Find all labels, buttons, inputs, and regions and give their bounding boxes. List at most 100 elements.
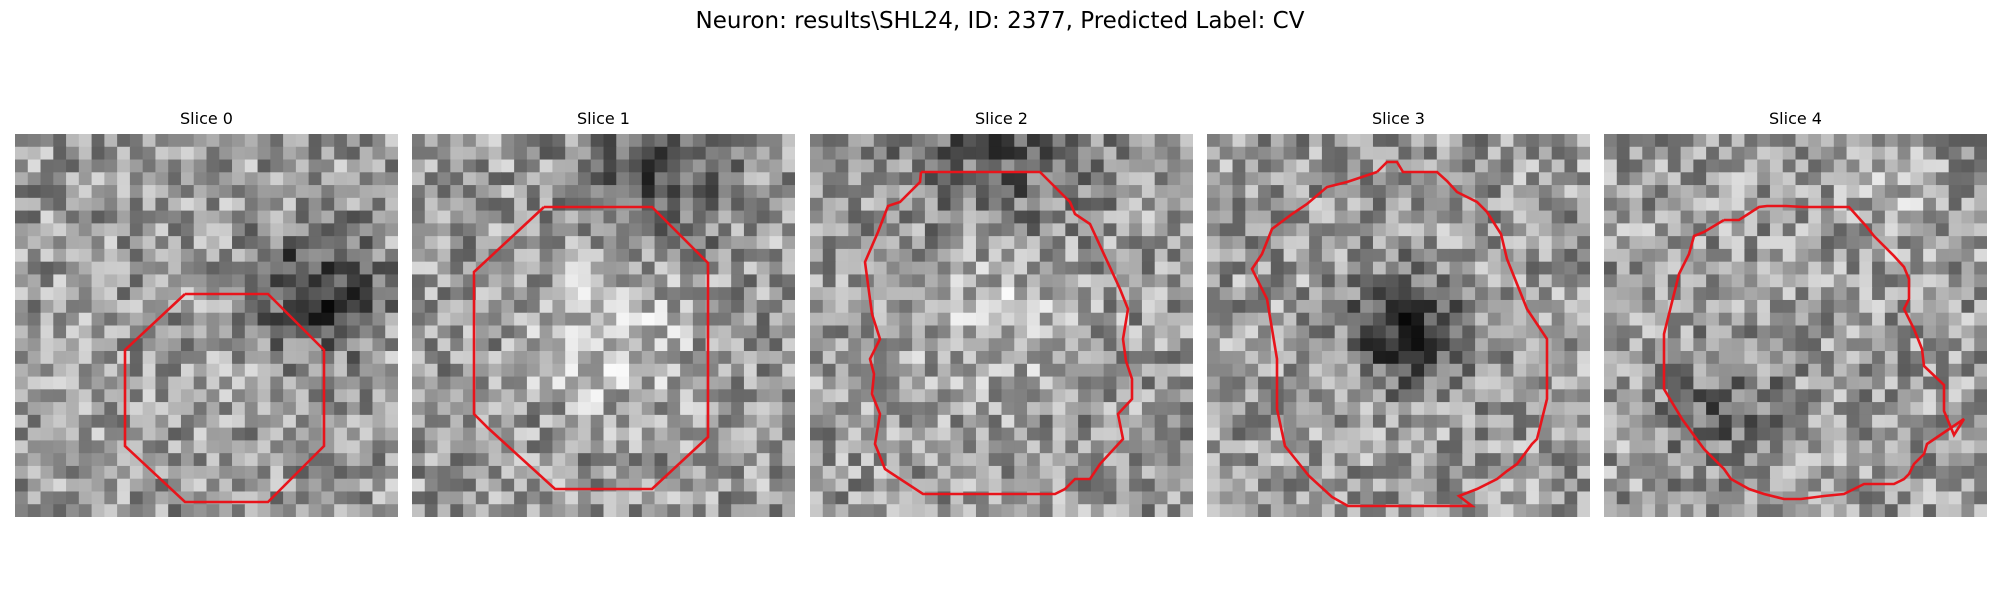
image-pixel <box>1910 236 1924 250</box>
image-pixel <box>334 402 348 416</box>
image-pixel <box>1655 172 1669 186</box>
image-pixel <box>488 389 502 403</box>
image-pixel <box>1821 146 1835 161</box>
image-pixel <box>1872 338 1886 352</box>
image-pixel <box>1604 261 1618 276</box>
image-pixel <box>53 197 67 212</box>
image-pixel <box>1449 427 1463 441</box>
image-pixel <box>1884 274 1899 288</box>
image-pixel <box>539 351 554 365</box>
image-pixel <box>308 274 322 288</box>
image-pixel <box>142 427 157 441</box>
image-pixel <box>822 351 837 365</box>
image-pixel <box>1808 402 1822 416</box>
image-pixel <box>1948 172 1963 186</box>
image-pixel <box>295 274 310 288</box>
image-pixel <box>963 440 977 454</box>
image-pixel <box>1154 197 1169 212</box>
image-pixel <box>1334 504 1349 517</box>
image-pixel <box>1334 389 1349 403</box>
image-pixel <box>514 299 528 314</box>
image-pixel <box>40 325 54 339</box>
image-pixel <box>244 338 259 352</box>
image-pixel <box>1245 338 1259 352</box>
image-pixel <box>1846 453 1860 467</box>
image-pixel <box>1052 210 1066 224</box>
image-pixel <box>1090 376 1105 390</box>
image-pixel <box>1487 376 1502 390</box>
image-pixel <box>861 325 875 339</box>
image-pixel <box>1001 287 1015 301</box>
image-pixel <box>372 414 386 429</box>
image-pixel <box>1923 478 1937 493</box>
image-pixel <box>654 159 668 173</box>
image-pixel <box>1884 478 1899 493</box>
image-pixel <box>680 325 694 339</box>
image-pixel <box>1207 338 1221 352</box>
image-pixel <box>1718 172 1733 186</box>
image-pixel <box>975 134 990 148</box>
image-pixel <box>155 325 169 339</box>
image-pixel <box>308 376 322 390</box>
image-pixel <box>1475 146 1489 161</box>
image-pixel <box>1846 504 1860 517</box>
image-pixel <box>372 223 386 237</box>
image-pixel <box>359 389 374 403</box>
image-pixel <box>1706 465 1720 480</box>
image-pixel <box>1103 312 1117 327</box>
image-pixel <box>1564 478 1578 493</box>
image-pixel <box>743 389 758 403</box>
image-pixel <box>78 376 93 390</box>
image-pixel <box>937 185 952 199</box>
image-pixel <box>1782 312 1797 327</box>
image-pixel <box>1769 402 1784 416</box>
image-pixel <box>743 134 758 148</box>
image-pixel <box>950 287 964 301</box>
image-pixel <box>488 210 502 224</box>
image-pixel <box>718 414 732 429</box>
image-pixel <box>1449 453 1463 467</box>
image-pixel <box>1436 210 1451 224</box>
image-pixel <box>1655 402 1669 416</box>
image-pixel <box>1129 299 1143 314</box>
image-pixel <box>616 389 630 403</box>
image-pixel <box>1538 504 1553 517</box>
image-pixel <box>1923 338 1937 352</box>
image-pixel <box>488 478 502 493</box>
image-pixel <box>1693 363 1707 378</box>
image-pixel <box>295 172 310 186</box>
image-pixel <box>1372 504 1387 517</box>
image-pixel <box>1449 414 1463 429</box>
image-pixel <box>104 274 118 288</box>
image-pixel <box>1821 325 1835 339</box>
image-pixel <box>270 312 284 327</box>
image-pixel <box>552 146 566 161</box>
image-pixel <box>1642 363 1656 378</box>
image-pixel <box>1154 491 1169 505</box>
image-pixel <box>1475 465 1489 480</box>
image-pixel <box>1424 261 1438 276</box>
image-pixel <box>450 287 464 301</box>
image-pixel <box>1513 440 1527 454</box>
image-pixel <box>1872 465 1886 480</box>
image-pixel <box>641 363 656 378</box>
image-pixel <box>873 274 888 288</box>
image-pixel <box>385 325 398 339</box>
image-pixel <box>1577 414 1590 429</box>
image-pixel <box>822 389 837 403</box>
image-pixel <box>1782 146 1797 161</box>
image-pixel <box>848 402 862 416</box>
image-pixel <box>1014 504 1028 517</box>
image-pixel <box>1385 261 1400 276</box>
image-pixel <box>616 210 630 224</box>
image-pixel <box>1309 172 1323 186</box>
image-pixel <box>1538 312 1553 327</box>
image-pixel <box>1309 197 1323 212</box>
image-pixel <box>1296 134 1310 148</box>
image-pixel <box>1680 274 1694 288</box>
image-pixel <box>835 159 849 173</box>
image-pixel <box>1078 312 1092 327</box>
image-pixel <box>1078 504 1092 517</box>
image-pixel <box>886 261 900 276</box>
image-pixel <box>835 351 849 365</box>
